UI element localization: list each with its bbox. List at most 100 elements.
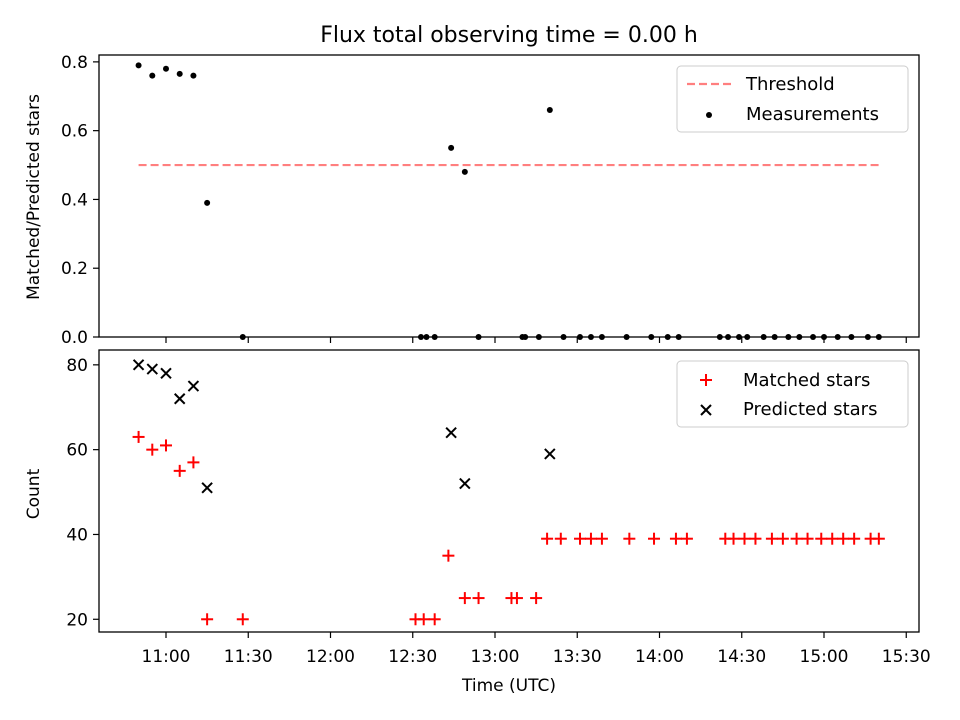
measurement-point [448,144,455,151]
measurement-point [135,62,142,69]
matched-stars-point [472,592,485,605]
x-tick-label: 11:00 [142,647,191,667]
measurement-point [587,334,594,340]
matched-stars-point [669,532,682,545]
predicted-stars-point [160,367,172,380]
measurement-point [810,334,817,340]
measurement-point [736,334,743,340]
measurement-point [834,334,841,340]
predicted-stars-point [201,482,213,494]
matched-stars-point [727,532,740,545]
measurement-point [423,334,430,340]
matched-stars-point [201,613,214,626]
matched-stars-point [173,464,186,477]
measurement-point [475,334,482,340]
matched-stars-point [790,532,803,545]
ratio-plot-frame [98,54,920,338]
matched-stars-point [160,439,172,452]
legend-matched-swatch [700,374,712,386]
matched-stars-point [573,532,586,545]
ratio-y-axis-label: Matched/Predicted stars [24,94,44,300]
measurement-point [785,334,792,340]
legend-predicted-label: Predicted stars [743,399,877,420]
measurement-point [664,334,671,340]
legend-measurements-label: Measurements [746,104,879,125]
predicted-stars-point [445,426,457,439]
matched-stars-point [648,532,661,545]
x-tick-label: 14:00 [635,647,684,667]
measurement-point [598,334,605,340]
measurement-point [546,107,553,114]
ratio-y-tick-label: 0.6 [61,122,88,142]
matched-stars-point [530,592,543,605]
measurement-point [725,334,732,340]
count-y-tick-label: 20 [66,610,88,630]
measurement-point [204,199,211,206]
count-y-tick-label: 40 [66,525,88,545]
count-legend: Matched stars Predicted stars [676,360,909,428]
measurement-point [760,334,767,340]
count-y-tick-label: 60 [66,441,88,461]
matched-stars-point [132,430,145,443]
measurement-point [875,334,882,340]
predicted-stars-point [174,393,186,405]
ratio-legend: Threshold Measurements [676,65,909,133]
measurement-point [535,334,542,340]
legend-measurements-swatch [706,112,712,118]
measurement-point [675,334,682,340]
predicted-stars-point [146,363,158,375]
matched-stars-point [815,532,828,545]
measurement-point [149,72,156,79]
legend-matched-label: Matched stars [743,370,870,391]
measurement-point [461,168,468,175]
x-tick-label: 12:00 [306,647,355,667]
ratio-y-tick-label: 0.0 [61,328,88,348]
matched-stars-point [765,532,778,545]
matched-stars-point [417,613,430,626]
count-panel: 20 40 60 80 11:00 11:30 12:00 12:30 13:00 13:30 1… [24,349,931,696]
matched-stars-point [801,532,814,545]
ratio-panel: 0.00.20.40.60.8 Matched/Predicted stars … [24,53,920,348]
measurement-point [163,65,169,72]
x-tick-label: 13:00 [471,647,520,667]
matched-stars-point [510,592,523,605]
ratio-y-tick-label: 0.2 [61,259,88,279]
matched-stars-point [554,532,567,545]
measurement-point [522,334,529,340]
matched-stars-point [749,532,762,545]
matched-stars-point [872,532,885,545]
legend-predicted-swatch [700,404,712,416]
measurement-point [623,334,630,340]
matched-stars-point [680,532,693,545]
legend-threshold-label: Threshold [745,74,835,95]
measurement-point [576,334,583,340]
matched-stars-point [826,532,839,545]
count-plot-frame [98,349,920,633]
matched-stars-point [146,443,159,456]
x-axis-label: Time (UTC) [461,676,556,696]
measurement-point [239,334,246,340]
measurement-point [431,334,438,340]
x-tick-label: 14:30 [717,647,766,667]
measurement-point [744,334,751,340]
matched-stars-point [584,532,597,545]
matched-stars-point [442,549,455,562]
measurement-point [560,334,567,340]
measurement-point [796,334,803,340]
count-y-tick-label: 80 [66,356,88,376]
matched-stars-point [848,532,861,545]
measurement-point [648,334,655,340]
x-tick-label: 15:30 [882,647,931,667]
predicted-stars-point [132,359,145,371]
measurement-point [176,70,183,77]
ratio-y-tick-label: 0.4 [61,190,88,210]
measurement-point [417,334,424,340]
ratio-y-tick-label: 0.8 [61,53,88,73]
matched-stars-point [595,532,608,545]
matched-stars-point [187,456,200,469]
matched-stars-point [541,532,554,545]
predicted-stars-point [544,448,556,460]
predicted-stars-point [459,477,471,490]
matched-stars-point [458,592,471,605]
